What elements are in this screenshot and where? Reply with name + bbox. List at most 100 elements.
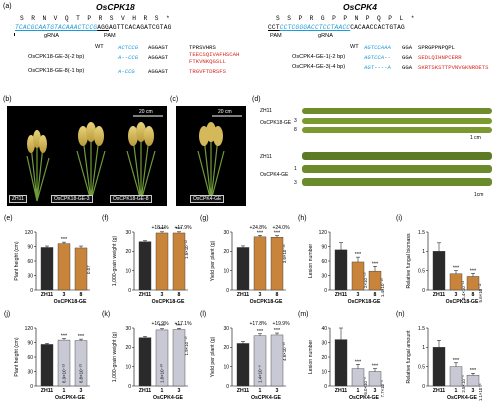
oscpk4-dna-sequence: CCTCCTCGGGACCTCCTAACCCACAACCACTGTAG [268, 24, 405, 31]
chart-f-sig-2: *** [176, 227, 183, 233]
chart-f-pct-1: +18.1% [151, 225, 169, 231]
chart-l-label: (l) [200, 311, 206, 318]
chart-g-sig-2: *** [274, 231, 281, 237]
chart-g-ytick-label-2: 20 [223, 249, 229, 255]
chart-k-pct-2: +17.1% [174, 321, 192, 327]
chart-l-bar-0 [236, 343, 250, 387]
leaf-bottom-zh11-label: ZH11 [260, 154, 272, 160]
chart-i-cat-1: 3 [455, 292, 458, 298]
chart-g-cat-0: ZH11 [237, 292, 250, 298]
oscpk4-grna-label: gRNA [318, 33, 333, 39]
chart-i-ylabel: Relative fungal biomass [406, 233, 412, 288]
chart-n-cat-2: 3 [472, 388, 475, 394]
chart-e-ytick-label-4: 120 [25, 230, 34, 236]
chart-l-pval-2: 4.6×10⁻¹⁰ [282, 342, 287, 361]
chart-h-bar-0 [334, 249, 348, 291]
chart-n-cat-0: ZH11 [433, 388, 446, 394]
oscpk4-ge1-pam: GGA [402, 54, 413, 61]
chart-e-ytick-label-1: 30 [27, 273, 33, 279]
chart-i-label: (i) [396, 215, 402, 222]
oscpk4-dna-grna-part: CCTCGGGACCTCCTAACC [279, 24, 351, 31]
chart-f-bar-1 [155, 232, 169, 291]
chart-l-ylabel: Yield per plant (g) [210, 336, 216, 377]
leaf-top-scale: 1 cm [470, 135, 481, 141]
chart-n-xlabel: OsCPK4-GE [447, 395, 478, 401]
chart-m-cat-0: ZH11 [335, 388, 348, 394]
leaf-top-3 [302, 118, 492, 124]
chart-m-ytick-label-1: 10 [321, 369, 327, 375]
oscpk4-ge3-aa: SKRTSKSTTPVNVGKNRDETS [418, 64, 489, 71]
chart-e-label: (e) [4, 215, 13, 222]
chart-i-xlabel: OsCPK18-GE [446, 299, 479, 305]
panel-b-caption-ge8: OsCPK18-GE-8 [110, 195, 152, 203]
chart-l-ytick-label-0: 0 [226, 384, 229, 390]
chart-k-cat-2: 3 [178, 388, 181, 394]
oscpk18-wt-aa: TPRSVHRS [189, 44, 216, 51]
chart-g-ylabel: Yield per plant (g) [210, 240, 216, 281]
chart-k-cat-0: ZH11 [139, 388, 152, 394]
oscpk4-ge3-name: OsCPK4-GE-3(-4 bp) [292, 64, 346, 70]
chart-k-cat-1: 1 [161, 388, 164, 394]
chart-n-bar-0 [432, 347, 446, 387]
oscpk4-wt-pam: GGA [402, 44, 413, 51]
chart-h-pval-1: 2×10⁻¹⁰ [363, 272, 368, 288]
oscpk4-ge1-seq: AGTCCA-- [364, 54, 391, 61]
chart-j-inbar-2: 6.8×10⁻¹³ [79, 364, 84, 383]
chart-g-ytick-label-3: 30 [223, 230, 229, 236]
chart-l-cat-2: 3 [276, 388, 279, 394]
oscpk4-pam-label: PAM [270, 33, 282, 39]
chart-l-inbar-1: 1.4×10⁻⁸ [258, 365, 263, 383]
oscpk4-wt-name: WT [350, 44, 359, 50]
chart-f-ytick-label-1: 10 [125, 268, 131, 274]
chart-l-cat-1: 1 [259, 388, 262, 394]
oscpk18-dna-grna-part: TCACGCAATGTACAAACTCCG [15, 24, 98, 31]
chart-f-ytick-label-2: 20 [125, 249, 131, 255]
chart-k-sig-1: *** [159, 324, 166, 330]
grna-bracket-left [14, 33, 15, 36]
chart-j-cat-1: 1 [63, 388, 66, 394]
chart-n-label: (n) [396, 311, 405, 318]
chart-n-ytick-label-3: 1.5 [418, 326, 425, 332]
leaf-bottom-1 [302, 165, 492, 173]
chart-g-ytick-label-1: 10 [223, 268, 229, 274]
chart-f-ylabel: 1,000-grain weight (g) [112, 236, 118, 287]
chart-l-sig-1: *** [257, 329, 264, 335]
chart-h-cat-1: 3 [357, 292, 360, 298]
panel-b-scale-label: 20 cm [139, 109, 153, 115]
chart-f-sig-1: *** [159, 227, 166, 233]
chart-j-ytick-label-4: 120 [25, 326, 34, 332]
chart-l-pct-2: +19.9% [272, 321, 290, 327]
chart-k-ytick-label-2: 20 [125, 345, 131, 351]
chart-k-inbar-1: 1.8×10⁻¹⁰ [160, 364, 165, 383]
chart-e-cat-0: ZH11 [41, 292, 54, 298]
panel-a-label: (a) [3, 3, 12, 10]
leaf-top-zh11 [302, 108, 492, 114]
chart-h-sig-2: *** [372, 261, 379, 267]
chart-h-cat-0: ZH11 [335, 292, 348, 298]
oscpk4-gene-title: OsCPK4 [343, 2, 378, 12]
chart-m-cat-2: 3 [374, 388, 377, 394]
panel-b-caption-zh11: ZH11 [9, 195, 27, 203]
chart-k-sig-2: *** [176, 323, 183, 329]
oscpk18-dna-sequence: TCACGCAATGTACAAACTCCGAGGAGTTCACAGATCGTAG [15, 24, 172, 31]
chart-g-pval-2: 3.6×10⁻¹⁶ [282, 244, 287, 263]
chart-n-pval-1: 2.5×10⁻⁶ [461, 375, 466, 393]
leaf-bottom-scale: 1cm [474, 192, 484, 198]
panel-b-label: (b) [3, 96, 12, 103]
oscpk4-wt-seq: AGTCCAAA [364, 44, 391, 51]
chart-e-ylabel: Plant height (cm) [14, 241, 20, 280]
leaf-bottom-zh11 [302, 152, 492, 160]
oscpk18-ge8-pam: AGGAGT [148, 68, 169, 75]
leaf-bottom-3-label: 3 [294, 180, 297, 186]
oscpk4-dna-pam-part: CCT [268, 24, 280, 31]
chart-i-pval-2: 5.6×10⁻¹² [478, 283, 483, 302]
chart-h-label: (h) [298, 215, 307, 222]
chart-j-cat-0: ZH11 [41, 388, 54, 394]
chart-h-xlabel: OsCPK18-GE [348, 299, 381, 305]
leaf-bottom-1-label: 1 [294, 166, 297, 172]
oscpk18-wt-name: WT [95, 44, 104, 50]
chart-n-ytick-label-1: 0.5 [418, 364, 425, 370]
chart-f-pval-2: 1.5×10⁻¹² [184, 240, 189, 259]
oscpk4-dna-rest: CACAACCACTGTAG [350, 24, 405, 31]
chart-g-xlabel: OsCPK18-GE [250, 299, 283, 305]
